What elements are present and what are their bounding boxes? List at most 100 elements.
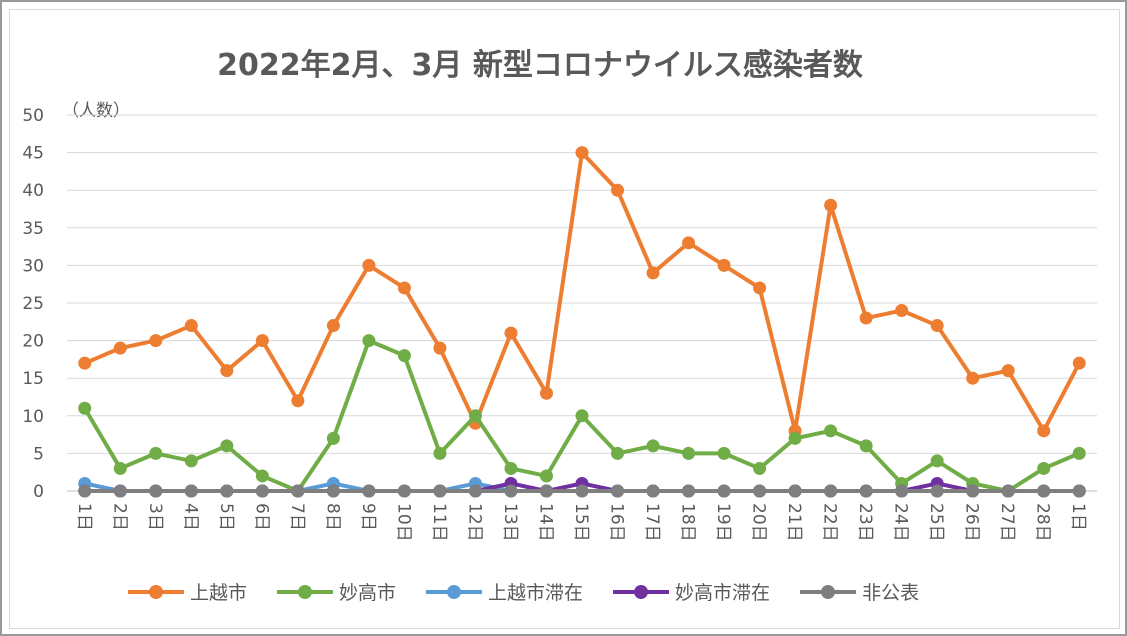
y-tick-label: 25 xyxy=(22,294,44,314)
data-point xyxy=(646,266,660,280)
data-point xyxy=(326,319,340,333)
series-1 xyxy=(78,146,1086,438)
data-point xyxy=(930,484,944,498)
legend-item: 妙高市滞在 xyxy=(613,578,770,605)
data-point xyxy=(184,454,198,468)
x-tick-label: 19日 xyxy=(713,503,733,542)
data-point xyxy=(113,484,127,498)
x-tick-label: 16日 xyxy=(607,503,627,542)
x-tick-label: 1日 xyxy=(74,503,94,531)
data-point xyxy=(255,469,269,483)
data-point xyxy=(78,401,92,415)
data-point xyxy=(539,386,553,400)
data-point xyxy=(291,484,305,498)
x-tick-label: 14日 xyxy=(535,503,555,542)
legend-label: 非公表 xyxy=(862,582,920,604)
data-point xyxy=(220,484,234,498)
x-tick-label: 25日 xyxy=(926,503,946,542)
x-tick-label: 17日 xyxy=(642,503,662,542)
data-point xyxy=(78,356,92,370)
legend-swatch xyxy=(277,584,334,599)
x-tick-label: 21日 xyxy=(784,503,804,542)
data-point xyxy=(113,341,127,355)
data-point xyxy=(433,446,447,460)
data-point xyxy=(966,371,980,385)
y-axis-unit-label: （人数） xyxy=(62,101,130,121)
data-point xyxy=(362,484,376,498)
data-point xyxy=(682,236,696,250)
legend-item: 非公表 xyxy=(800,578,919,605)
data-point xyxy=(1072,484,1086,498)
data-point xyxy=(539,484,553,498)
data-point xyxy=(149,446,163,460)
data-point xyxy=(646,484,660,498)
data-point xyxy=(1037,484,1051,498)
x-tick-label: 28日 xyxy=(1033,503,1053,542)
data-point xyxy=(859,439,873,453)
data-point xyxy=(1001,364,1015,378)
y-tick-label: 0 xyxy=(33,482,44,502)
data-point xyxy=(113,461,127,475)
data-point xyxy=(753,484,767,498)
data-point xyxy=(504,461,518,475)
data-point xyxy=(646,439,660,453)
y-tick-label: 20 xyxy=(22,332,44,352)
legend-item: 上越市 xyxy=(128,578,247,605)
y-tick-label: 35 xyxy=(22,219,44,239)
data-point xyxy=(717,258,731,272)
data-point xyxy=(220,364,234,378)
data-point xyxy=(326,484,340,498)
series-5 xyxy=(78,484,1086,498)
x-tick-label: 9日 xyxy=(358,503,378,531)
x-tick-label: 7日 xyxy=(287,503,307,531)
series-layer xyxy=(78,146,1086,498)
data-point xyxy=(1037,461,1051,475)
x-tick-label: 3日 xyxy=(145,503,165,531)
data-point xyxy=(255,484,269,498)
x-tick-label: 15日 xyxy=(571,503,591,542)
y-tick-label: 50 xyxy=(22,106,44,126)
x-tick-label: 26日 xyxy=(962,503,982,542)
y-tick-label: 40 xyxy=(22,181,44,201)
x-axis-ticks: 1日 2日 3日 4日 5日 6日 7日 8日 9日 10日 11日 12日 13日 14日 15日 16日 1… xyxy=(74,503,1088,542)
data-point xyxy=(824,424,838,438)
x-tick-label: 6日 xyxy=(251,503,271,531)
data-point xyxy=(78,484,92,498)
legend-label: 妙高市 xyxy=(339,582,397,604)
data-point xyxy=(575,409,589,423)
data-point xyxy=(824,484,838,498)
y-tick-label: 45 xyxy=(22,144,44,164)
legend-swatch xyxy=(613,584,670,599)
legend-label: 上越市 xyxy=(190,582,248,604)
data-point xyxy=(468,409,482,423)
data-point xyxy=(397,484,411,498)
data-point xyxy=(788,431,802,445)
chart-title: 2022年2月、3月 新型コロナウイルス感染者数 xyxy=(217,48,863,83)
gridlines xyxy=(67,114,1097,492)
data-point xyxy=(433,484,447,498)
x-tick-label: 22日 xyxy=(820,503,840,542)
data-point xyxy=(1001,484,1015,498)
data-point xyxy=(1037,424,1051,438)
data-point xyxy=(149,484,163,498)
legend-item: 妙高市 xyxy=(277,578,396,605)
legend-item: 上越市滞在 xyxy=(426,578,583,605)
y-tick-label: 30 xyxy=(22,256,44,276)
data-point xyxy=(326,431,340,445)
data-point xyxy=(1072,356,1086,370)
x-tick-label: 4日 xyxy=(180,503,200,531)
y-axis-ticks: 0 5 10 15 20 25 30 35 40 45 50 xyxy=(22,106,44,502)
data-point xyxy=(362,334,376,348)
data-point xyxy=(184,319,198,333)
x-tick-label: 2日 xyxy=(109,503,129,531)
legend-swatch xyxy=(800,584,857,599)
data-point xyxy=(930,319,944,333)
legend-swatch xyxy=(426,584,483,599)
data-point xyxy=(504,326,518,340)
x-tick-label: 13日 xyxy=(500,503,520,542)
data-point xyxy=(291,394,305,408)
chart-area xyxy=(9,9,1120,629)
data-point xyxy=(362,258,376,272)
